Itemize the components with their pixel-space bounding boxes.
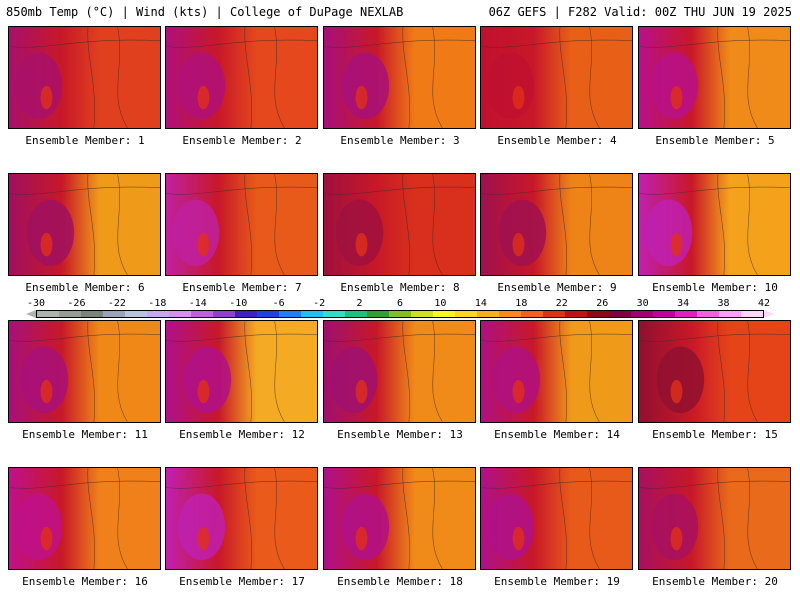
colorbar-tick-label: -14 bbox=[188, 298, 207, 309]
colorbar-arrow-right bbox=[764, 310, 774, 318]
ensemble-member-map bbox=[8, 173, 161, 276]
colorbar-swatch bbox=[191, 311, 213, 317]
ensemble-member-label: Ensemble Member: 3 bbox=[340, 134, 460, 147]
ensemble-member-map bbox=[323, 173, 476, 276]
colorbar-tick-label: -22 bbox=[107, 298, 126, 309]
colorbar-tick-label: 30 bbox=[636, 298, 649, 309]
colorbar-swatch bbox=[741, 311, 763, 317]
colorbar-swatch bbox=[697, 311, 719, 317]
ensemble-member-label: Ensemble Member: 10 bbox=[652, 281, 778, 294]
colorbar-tick-label: -6 bbox=[272, 298, 285, 309]
ensemble-member-label: Ensemble Member: 14 bbox=[494, 428, 620, 441]
colorbar-tick-label: 22 bbox=[555, 298, 568, 309]
ensemble-member-map bbox=[480, 467, 633, 570]
colorbar-swatch bbox=[37, 311, 59, 317]
ensemble-member-label: Ensemble Member: 11 bbox=[22, 428, 148, 441]
ensemble-member-map bbox=[638, 173, 791, 276]
ensemble-member-map bbox=[8, 467, 161, 570]
colorbar-tick-label: 34 bbox=[677, 298, 690, 309]
ensemble-member-label: Ensemble Member: 13 bbox=[337, 428, 463, 441]
ensemble-member-map bbox=[323, 26, 476, 129]
colorbar-swatch bbox=[81, 311, 103, 317]
ensemble-member-map bbox=[8, 26, 161, 129]
ensemble-member-label: Ensemble Member: 18 bbox=[337, 575, 463, 588]
colorbar-tick-label: 14 bbox=[474, 298, 487, 309]
colorbar-swatch bbox=[301, 311, 323, 317]
colorbar-tick-label: -26 bbox=[67, 298, 86, 309]
colorbar-swatch bbox=[279, 311, 301, 317]
ensemble-member-label: Ensemble Member: 19 bbox=[494, 575, 620, 588]
ensemble-member-label: Ensemble Member: 5 bbox=[655, 134, 775, 147]
colorbar-swatch bbox=[609, 311, 631, 317]
colorbar-tick-label: 10 bbox=[434, 298, 447, 309]
ensemble-member-label: Ensemble Member: 12 bbox=[179, 428, 305, 441]
ensemble-member-label: Ensemble Member: 2 bbox=[182, 134, 302, 147]
ensemble-member-label: Ensemble Member: 9 bbox=[497, 281, 617, 294]
ensemble-member-map bbox=[638, 467, 791, 570]
colorbar-swatch bbox=[521, 311, 543, 317]
ensemble-member-map bbox=[165, 26, 318, 129]
ensemble-member-map bbox=[480, 320, 633, 423]
colorbar-swatch bbox=[543, 311, 565, 317]
colorbar-swatch bbox=[235, 311, 257, 317]
ensemble-member-label: Ensemble Member: 4 bbox=[497, 134, 617, 147]
colorbar-swatch bbox=[455, 311, 477, 317]
colorbar-swatch bbox=[719, 311, 741, 317]
colorbar-tick-label: 18 bbox=[515, 298, 528, 309]
ensemble-member-map bbox=[8, 320, 161, 423]
colorbar-tick-label: 2 bbox=[356, 298, 363, 309]
ensemble-member-map bbox=[480, 173, 633, 276]
colorbar-swatch bbox=[565, 311, 587, 317]
ensemble-member-map bbox=[480, 26, 633, 129]
ensemble-member-map bbox=[638, 26, 791, 129]
colorbar-swatch bbox=[499, 311, 521, 317]
colorbar-swatch bbox=[367, 311, 389, 317]
map-title: 850mb Temp (°C) | Wind (kts) | College o… bbox=[6, 5, 404, 19]
colorbar-swatch bbox=[631, 311, 653, 317]
colorbar-swatch bbox=[257, 311, 279, 317]
colorbar-swatch bbox=[59, 311, 81, 317]
colorbar-swatch bbox=[389, 311, 411, 317]
ensemble-member-label: Ensemble Member: 16 bbox=[22, 575, 148, 588]
temperature-colorbar bbox=[36, 310, 764, 318]
colorbar-tick-label: 6 bbox=[396, 298, 404, 309]
colorbar-swatch bbox=[587, 311, 609, 317]
colorbar-swatch bbox=[125, 311, 147, 317]
ensemble-member-map bbox=[165, 173, 318, 276]
ensemble-member-map bbox=[323, 467, 476, 570]
colorbar-tick-label: 26 bbox=[596, 298, 609, 309]
colorbar-swatch bbox=[323, 311, 345, 317]
colorbar-swatch bbox=[411, 311, 433, 317]
ensemble-member-label: Ensemble Member: 1 bbox=[25, 134, 145, 147]
ensemble-member-map bbox=[638, 320, 791, 423]
ensemble-member-map bbox=[165, 467, 318, 570]
ensemble-member-label: Ensemble Member: 6 bbox=[25, 281, 145, 294]
ensemble-member-map bbox=[323, 320, 476, 423]
colorbar-swatch bbox=[345, 311, 367, 317]
ensemble-member-label: Ensemble Member: 20 bbox=[652, 575, 778, 588]
colorbar-tick-label: -18 bbox=[148, 298, 167, 309]
colorbar-tick-label: 42 bbox=[757, 298, 771, 309]
colorbar-swatch bbox=[653, 311, 675, 317]
colorbar-tick-label: -2 bbox=[313, 298, 326, 309]
ensemble-member-label: Ensemble Member: 15 bbox=[652, 428, 778, 441]
colorbar-swatch bbox=[477, 311, 499, 317]
colorbar-swatch bbox=[103, 311, 125, 317]
model-run-info: 06Z GEFS | F282 Valid: 00Z THU JUN 19 20… bbox=[488, 5, 792, 19]
ensemble-member-map bbox=[165, 320, 318, 423]
colorbar-tick-label: 38 bbox=[717, 298, 730, 309]
colorbar-arrow-left bbox=[26, 310, 36, 318]
ensemble-member-label: Ensemble Member: 8 bbox=[340, 281, 460, 294]
colorbar-swatch bbox=[675, 311, 697, 317]
ensemble-member-label: Ensemble Member: 17 bbox=[179, 575, 305, 588]
colorbar-swatch bbox=[213, 311, 235, 317]
colorbar-swatch bbox=[433, 311, 455, 317]
ensemble-member-label: Ensemble Member: 7 bbox=[182, 281, 302, 294]
colorbar-swatch bbox=[147, 311, 169, 317]
colorbar-swatch bbox=[169, 311, 191, 317]
colorbar-tick-label: -30 bbox=[26, 298, 46, 309]
colorbar-tick-label: -10 bbox=[229, 298, 248, 309]
